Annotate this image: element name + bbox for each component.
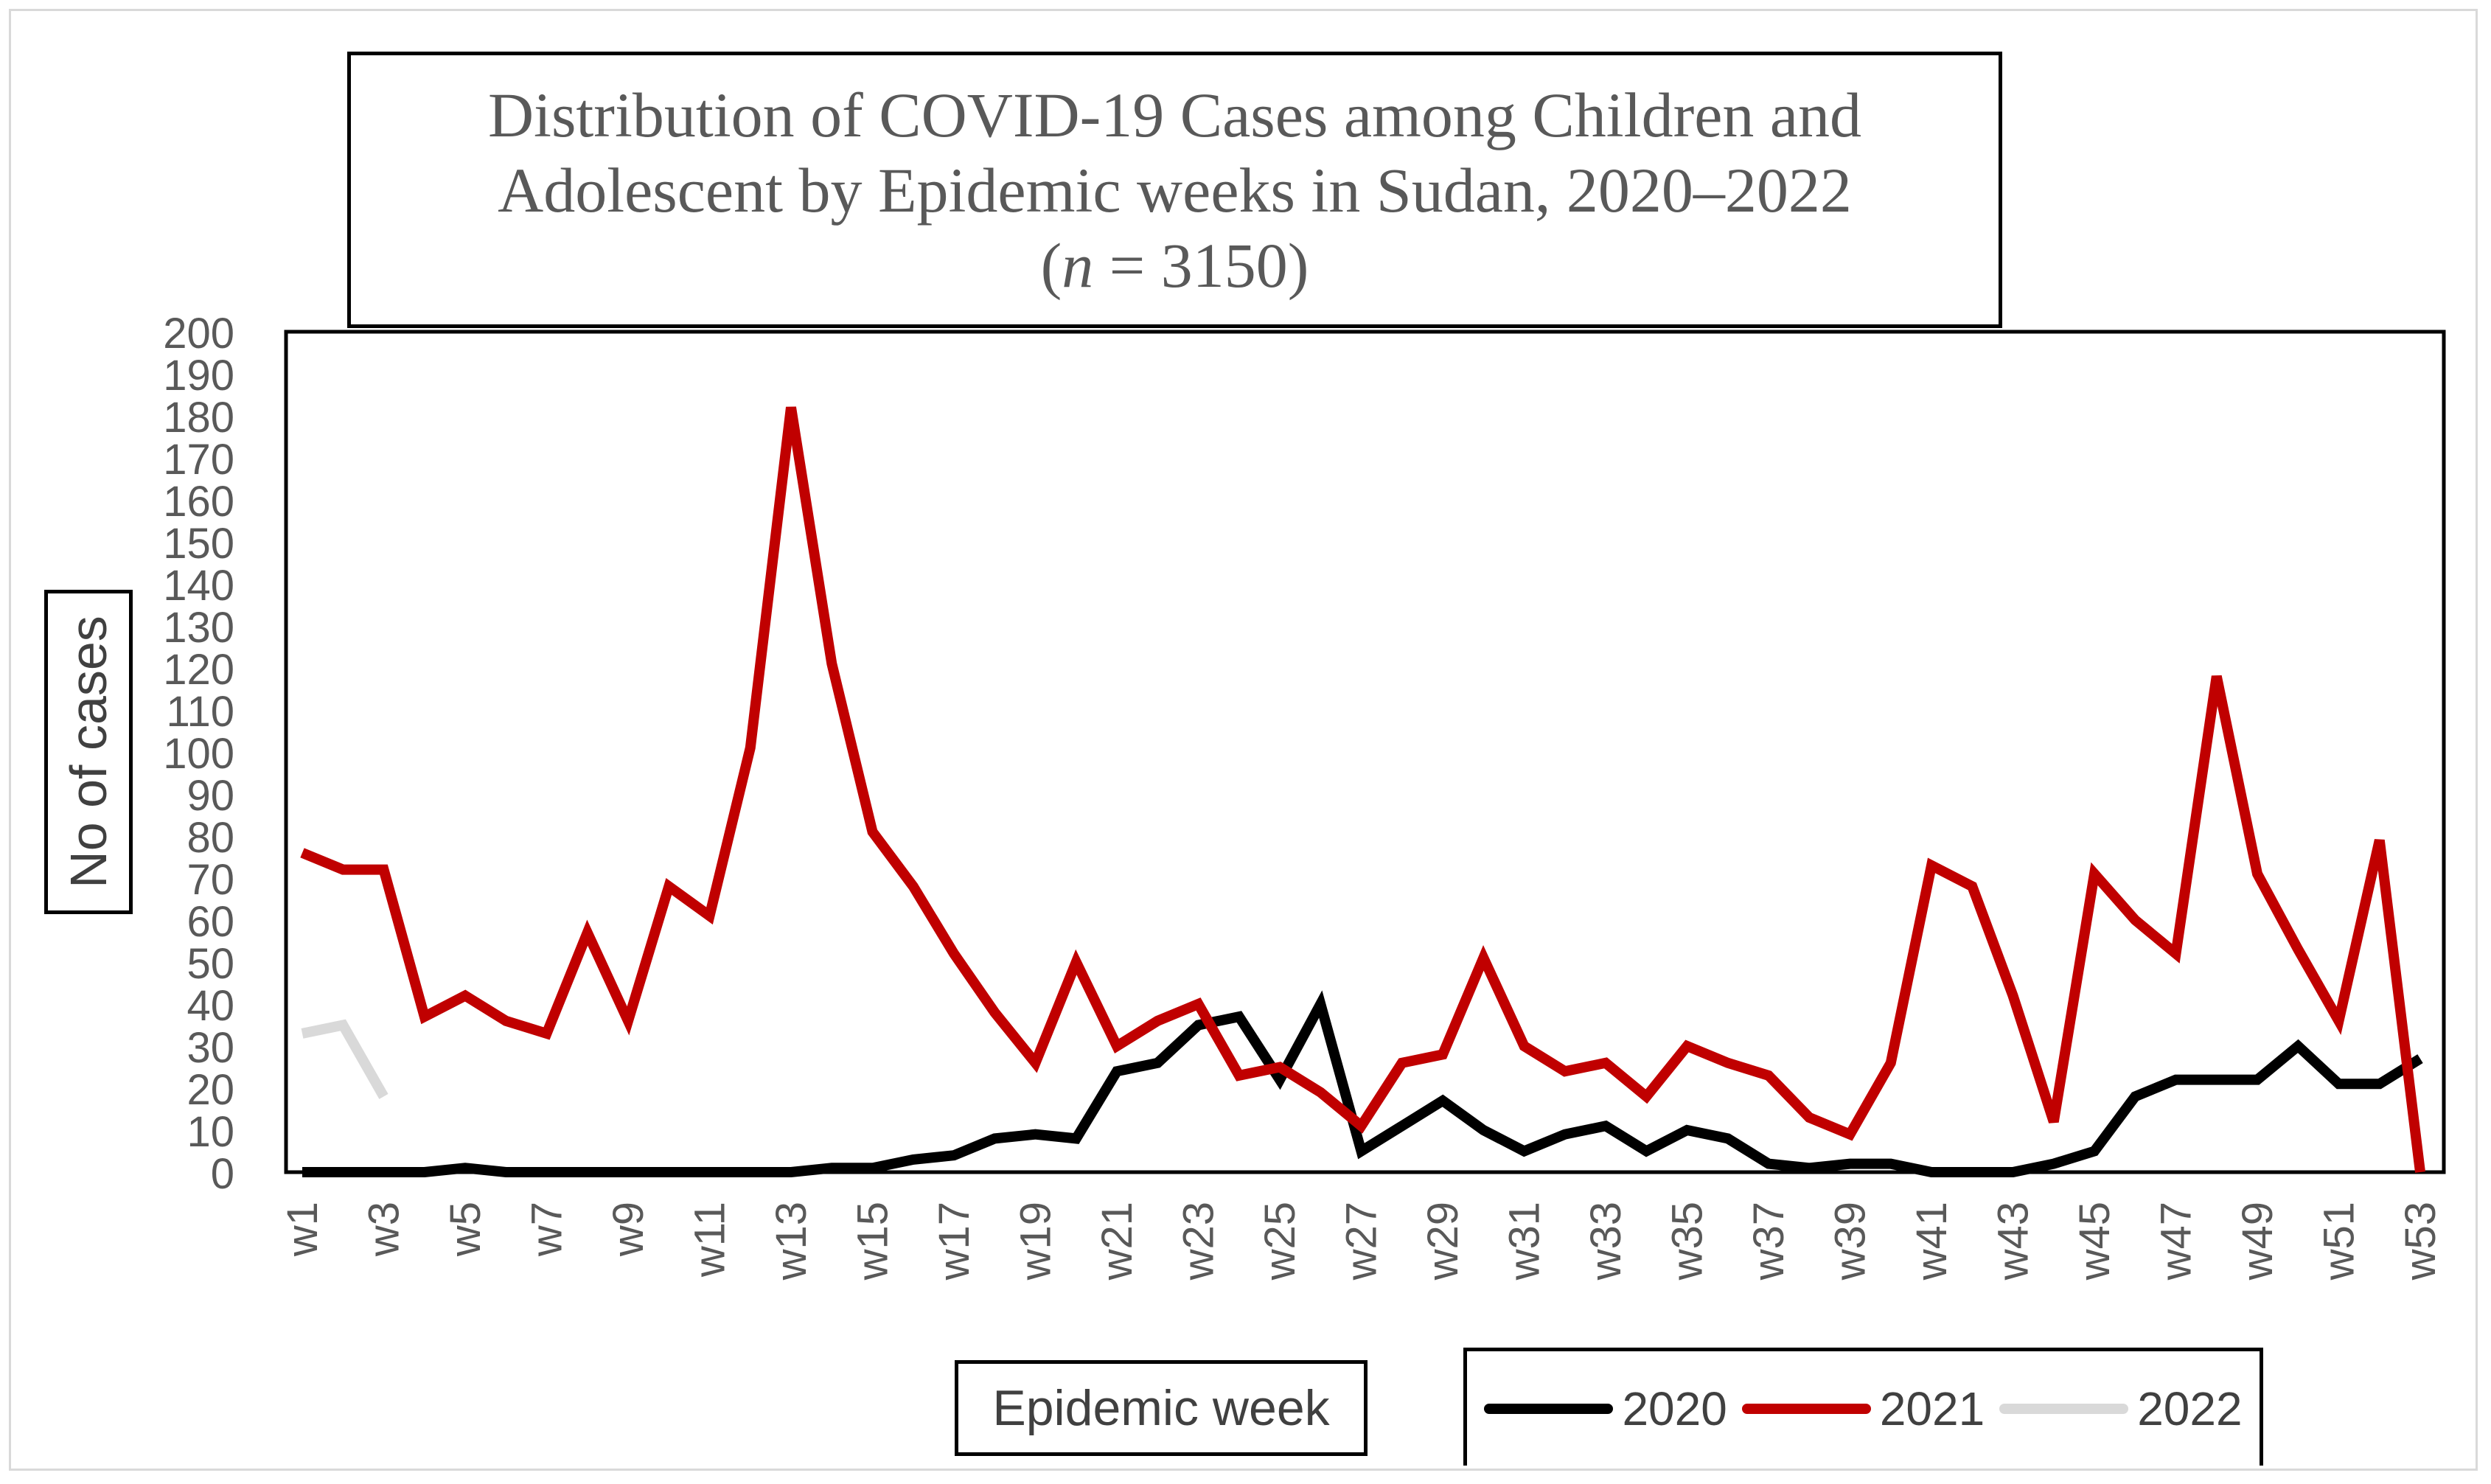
y-tick-label: 30 <box>187 1024 234 1072</box>
legend-swatch-2021 <box>1741 1403 1871 1414</box>
x-tick-label: w3 <box>360 1202 408 1257</box>
legend-item-2020: 2020 <box>1484 1382 1727 1436</box>
y-tick-label: 40 <box>187 982 234 1030</box>
y-tick-label: 100 <box>163 730 234 778</box>
y-tick-label: 190 <box>163 352 234 400</box>
x-tick-label: w49 <box>2234 1202 2282 1281</box>
series-line-2022 <box>301 1019 389 1099</box>
legend-item-2021: 2021 <box>1741 1382 1985 1436</box>
title-line-1: Distribution of COVID-19 Cases among Chi… <box>487 79 1862 150</box>
x-tick-label: w7 <box>523 1202 571 1257</box>
x-tick-label: w33 <box>1582 1202 1630 1281</box>
x-tick-label: w45 <box>2071 1202 2119 1281</box>
plot-area <box>284 330 2446 1174</box>
y-tick-label: 10 <box>187 1108 234 1156</box>
legend-swatch-2022 <box>1999 1403 2129 1414</box>
y-tick-label: 120 <box>163 646 234 694</box>
series-line-2020 <box>302 990 2423 1177</box>
y-tick-label: 0 <box>211 1150 234 1198</box>
y-tick-label: 20 <box>187 1066 234 1114</box>
x-tick-label: w53 <box>2397 1202 2445 1281</box>
chart-title: Distribution of COVID-19 Cases among Chi… <box>347 52 2002 328</box>
y-tick-label: 130 <box>163 604 234 652</box>
x-tick-label: w47 <box>2153 1202 2201 1281</box>
x-tick-label: w13 <box>767 1202 815 1281</box>
x-tick-label: w11 <box>686 1202 734 1278</box>
legend-label-2020: 2020 <box>1622 1382 1727 1435</box>
y-tick-label: 60 <box>187 898 234 946</box>
x-tick-label: w19 <box>1012 1202 1060 1281</box>
y-tick-label: 170 <box>163 436 234 484</box>
y-axis-label-box: No of cases <box>44 590 133 914</box>
y-tick-label: 150 <box>163 520 234 568</box>
y-tick-label: 70 <box>187 856 234 904</box>
y-axis-label: No of cases <box>60 616 117 888</box>
x-tick-label: w21 <box>1093 1202 1141 1281</box>
x-tick-label: w25 <box>1256 1202 1304 1281</box>
series-line-2021 <box>300 406 2425 1173</box>
x-tick-label: w51 <box>2316 1202 2363 1281</box>
x-tick-label: w15 <box>849 1202 897 1281</box>
y-tick-label: 110 <box>167 688 234 736</box>
x-tick-label: w35 <box>1664 1202 1712 1281</box>
y-tick-label: 180 <box>163 394 234 442</box>
x-tick-label: w5 <box>442 1202 490 1257</box>
x-tick-label: w29 <box>1419 1202 1467 1281</box>
y-tick-label: 160 <box>163 478 234 526</box>
x-axis-label: Epidemic week <box>992 1380 1330 1436</box>
y-tick-label: 200 <box>163 310 234 358</box>
legend-swatch-2020 <box>1484 1403 1614 1414</box>
title-line-2: Adolescent by Epidemic weeks in Sudan, 2… <box>498 154 1852 226</box>
y-tick-label: 80 <box>187 814 234 862</box>
x-tick-label: w41 <box>1908 1202 1956 1281</box>
legend-item-2022: 2022 <box>1999 1382 2243 1436</box>
x-tick-label: w43 <box>1990 1202 2038 1281</box>
y-tick-label: 50 <box>187 940 234 988</box>
y-tick-label: 140 <box>163 562 234 610</box>
title-line-3: (n = 3150) <box>1040 229 1309 301</box>
legend-label-2022: 2022 <box>2137 1382 2243 1435</box>
x-tick-label: w17 <box>930 1202 978 1281</box>
x-tick-label: w39 <box>1827 1202 1875 1281</box>
x-tick-label: w37 <box>1745 1202 1793 1281</box>
x-tick-label: w23 <box>1175 1202 1223 1281</box>
x-tick-label: w27 <box>1338 1202 1386 1281</box>
x-tick-label: w9 <box>605 1202 652 1257</box>
x-axis-label-box: Epidemic week <box>955 1360 1368 1456</box>
legend: 2020 2021 2022 <box>1463 1348 2263 1466</box>
figure-frame <box>9 9 2478 1471</box>
legend-label-2021: 2021 <box>1879 1382 1985 1435</box>
x-tick-label: w1 <box>279 1202 327 1257</box>
x-tick-label: w31 <box>1501 1202 1549 1281</box>
y-tick-label: 90 <box>187 772 234 820</box>
